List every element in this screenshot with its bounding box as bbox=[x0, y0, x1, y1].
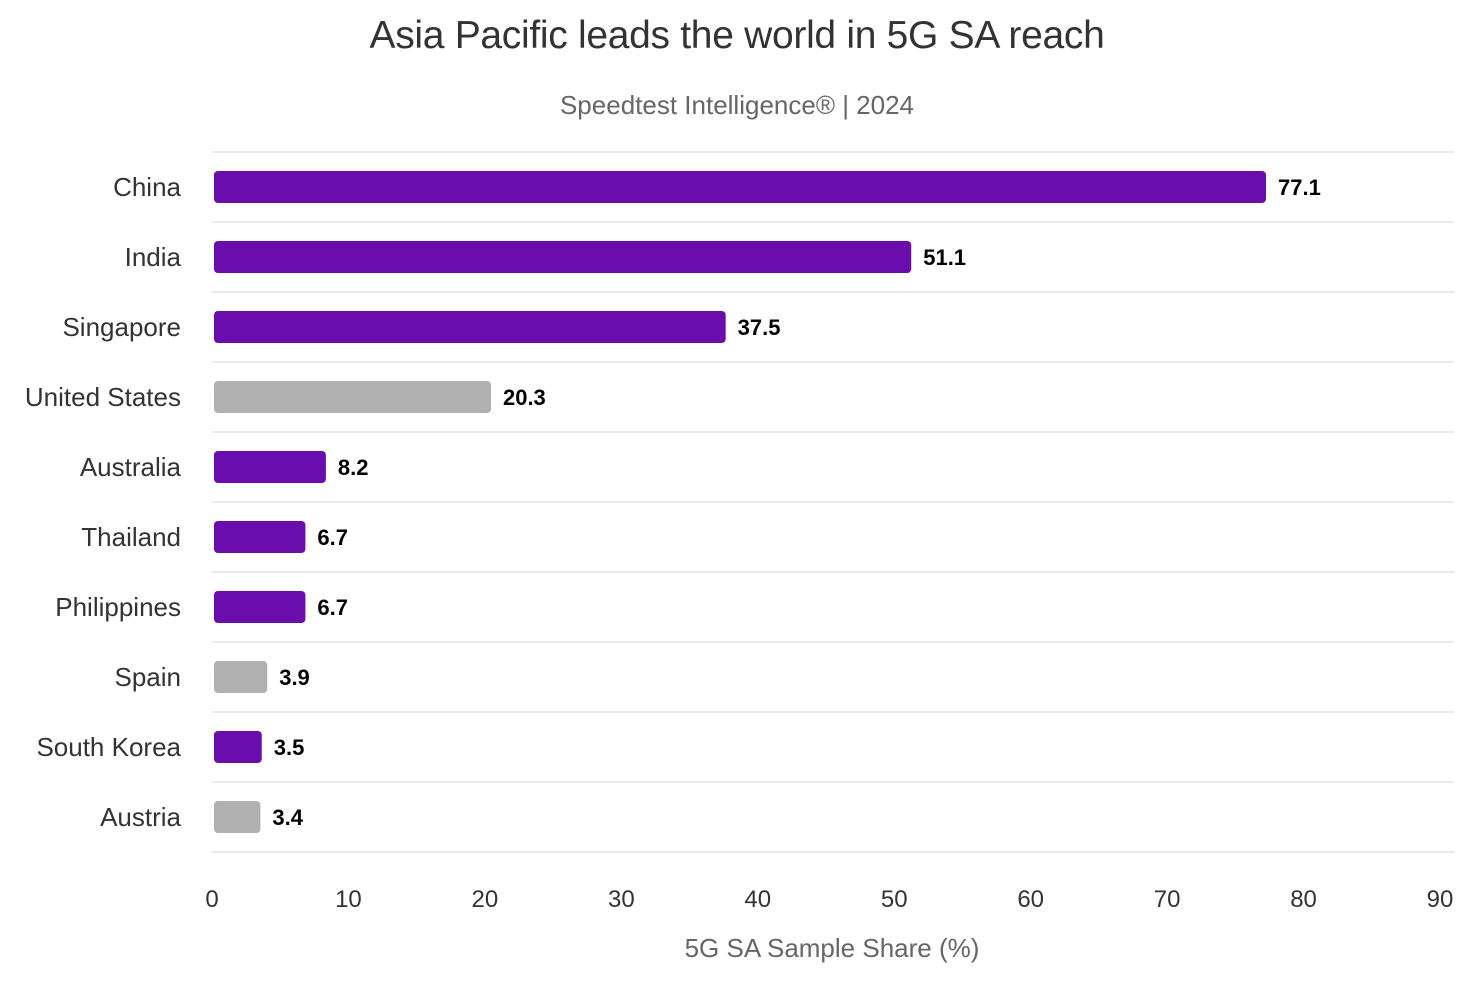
x-tick-label-10: 10 bbox=[335, 886, 362, 913]
category-label-australia: Australia bbox=[80, 452, 182, 482]
category-label-thailand: Thailand bbox=[81, 522, 181, 552]
value-label-austria: 3.4 bbox=[272, 805, 303, 830]
bar-spain bbox=[214, 661, 268, 693]
chart-title: Asia Pacific leads the world in 5G SA re… bbox=[369, 14, 1105, 57]
bar-austria bbox=[214, 801, 261, 833]
category-label-singapore: Singapore bbox=[62, 312, 181, 342]
x-axis-ticks: 0 10 20 30 40 50 60 70 80 90 bbox=[205, 886, 1453, 913]
x-tick-label-30: 30 bbox=[608, 886, 635, 913]
x-tick-label-80: 80 bbox=[1290, 886, 1317, 913]
category-label-china: China bbox=[113, 172, 181, 202]
category-labels: China India Singapore United States Australi… bbox=[25, 172, 182, 832]
bar-australia bbox=[214, 451, 326, 483]
category-label-india: India bbox=[125, 242, 182, 272]
value-label-china: 77.1 bbox=[1278, 175, 1321, 200]
value-label-spain: 3.9 bbox=[279, 665, 310, 690]
category-label-south-korea: South Korea bbox=[36, 732, 181, 762]
x-tick-label-60: 60 bbox=[1017, 886, 1044, 913]
value-label-singapore: 37.5 bbox=[738, 315, 781, 340]
chart-subtitle: Speedtest Intelligence® | 2024 bbox=[559, 90, 915, 120]
x-tick-label-70: 70 bbox=[1154, 886, 1181, 913]
value-label-australia: 8.2 bbox=[338, 455, 369, 480]
x-tick-label-90: 90 bbox=[1427, 886, 1454, 913]
bar-philippines bbox=[214, 591, 306, 623]
category-label-spain: Spain bbox=[115, 662, 182, 692]
x-tick-label-40: 40 bbox=[744, 886, 771, 913]
x-tick-label-50: 50 bbox=[881, 886, 908, 913]
value-label-philippines: 6.7 bbox=[317, 595, 348, 620]
x-tick-label-20: 20 bbox=[472, 886, 499, 913]
value-labels: 77.1 51.1 37.5 20.3 8.2 6.7 6.7 3.9 3.5 3.4 bbox=[272, 175, 1320, 830]
bar-thailand bbox=[214, 521, 306, 553]
category-label-austria: Austria bbox=[100, 802, 181, 832]
bar-india bbox=[214, 241, 912, 273]
bar-united-states bbox=[214, 381, 491, 413]
value-label-thailand: 6.7 bbox=[317, 525, 348, 550]
grid-lines bbox=[212, 151, 1454, 853]
value-label-india: 51.1 bbox=[923, 245, 966, 270]
x-tick-label-0: 0 bbox=[205, 886, 218, 913]
value-label-south-korea: 3.5 bbox=[274, 735, 305, 760]
category-label-united-states: United States bbox=[25, 382, 181, 412]
bar-south-korea bbox=[214, 731, 262, 763]
value-label-united-states: 20.3 bbox=[503, 385, 546, 410]
bars bbox=[214, 171, 1266, 833]
bar-singapore bbox=[214, 311, 726, 343]
category-label-philippines: Philippines bbox=[55, 592, 181, 622]
bar-china bbox=[214, 171, 1266, 203]
x-axis-title: 5G SA Sample Share (%) bbox=[685, 933, 980, 963]
